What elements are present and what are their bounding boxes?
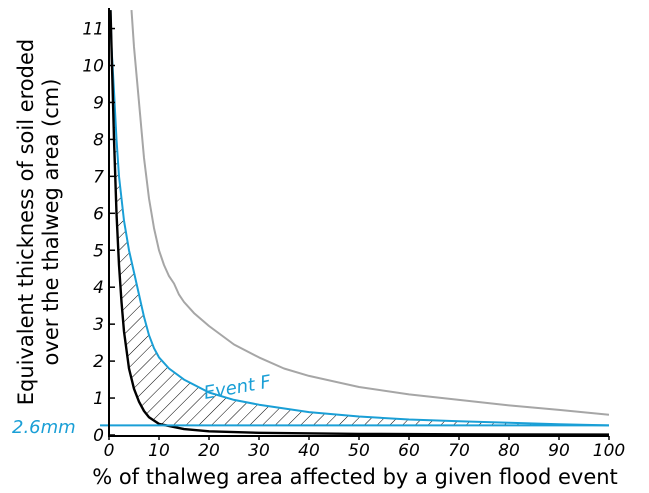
y-tick-label: 1 — [93, 389, 104, 409]
y-tick-label: 2 — [93, 352, 104, 372]
upper-gray-curve — [130, 10, 609, 416]
y-tick-label: 7 — [93, 167, 104, 187]
y-axis-title-line2: over the thalweg area (cm) — [39, 79, 63, 366]
x-tick-label: 100 — [593, 441, 625, 461]
x-tick-label: 70 — [448, 441, 470, 461]
y-tick-label: 11 — [82, 20, 104, 40]
x-tick-label: 50 — [348, 441, 370, 461]
x-tick-label: 60 — [398, 441, 420, 461]
y-tick-label: 3 — [93, 315, 104, 335]
y-ticks: 0 1 2 3 4 5 6 7 8 9 10 11 — [82, 20, 115, 446]
y-tick-label: 0 — [93, 426, 104, 446]
x-tick-label: 10 — [148, 441, 170, 461]
y-tick-label: 5 — [93, 241, 104, 261]
series-layer — [109, 10, 609, 435]
y-tick-label: 9 — [93, 93, 104, 113]
y-tick-label: 10 — [82, 57, 104, 77]
x-tick-label: 30 — [248, 441, 270, 461]
lower-black-curve — [109, 10, 609, 435]
threshold-label: 2.6mm — [12, 417, 76, 438]
y-tick-label: 6 — [93, 204, 104, 224]
x-tick-label: 0 — [104, 441, 115, 461]
x-tick-label: 90 — [548, 441, 570, 461]
event-f-label: Event F — [202, 371, 273, 404]
y-tick-label: 8 — [93, 130, 104, 150]
y-tick-label: 4 — [93, 278, 104, 298]
x-tick-label: 80 — [498, 441, 520, 461]
y-axis-title-line1: Equivalent thickness of soil eroded — [14, 39, 38, 405]
x-axis-title: % of thalweg area affected by a given fl… — [92, 465, 618, 489]
x-tick-label: 20 — [198, 441, 220, 461]
x-tick-label: 40 — [298, 441, 320, 461]
hatched-region — [110, 10, 609, 426]
x-ticks: 0 10 20 30 40 50 60 70 80 90 100 — [104, 436, 625, 461]
event-f-curve — [109, 10, 609, 427]
hatched-area — [110, 10, 609, 426]
